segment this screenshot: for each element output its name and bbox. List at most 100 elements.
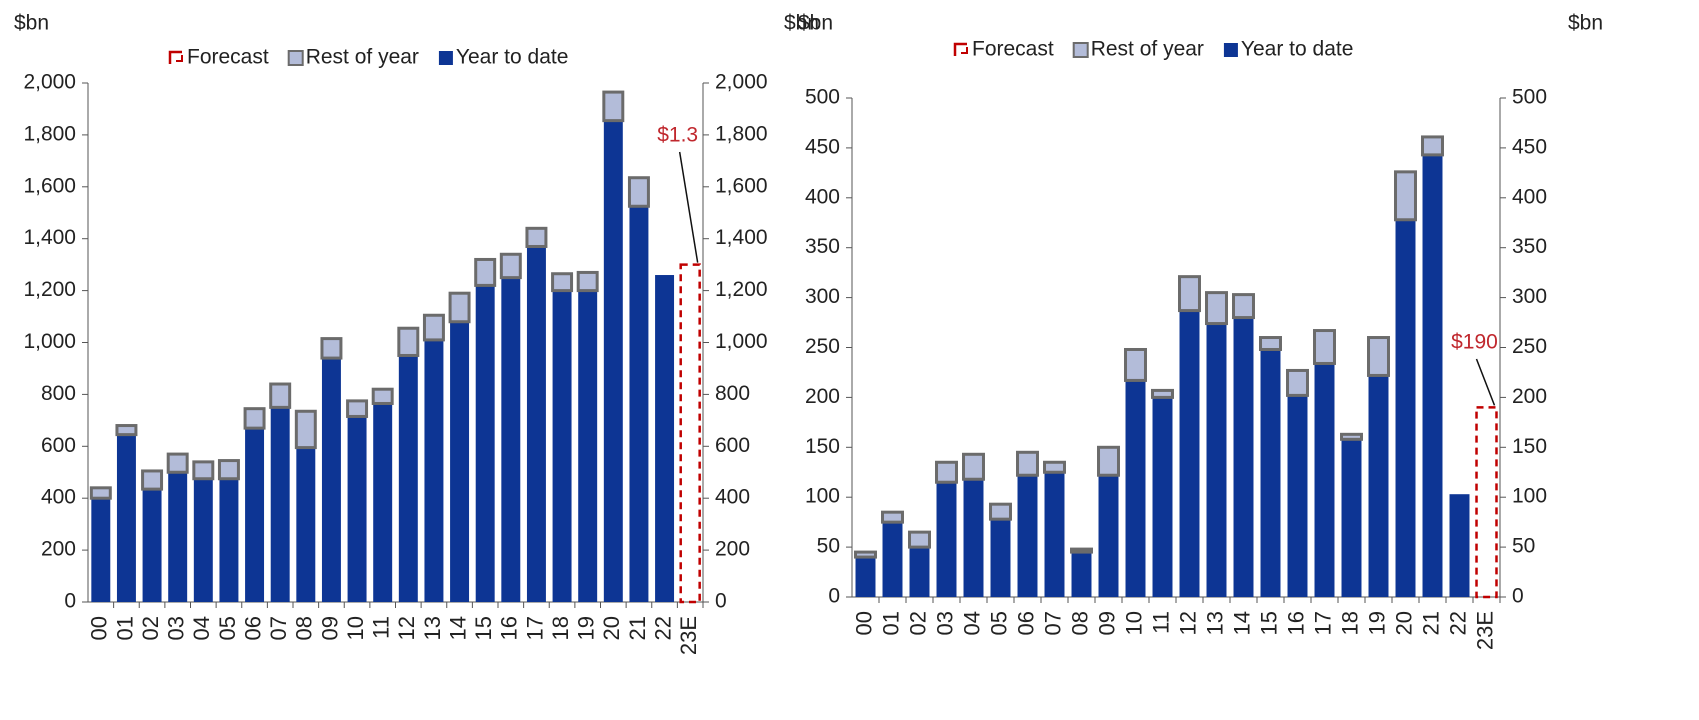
bar bbox=[89, 486, 112, 500]
bar bbox=[193, 478, 213, 602]
bar bbox=[1124, 347, 1147, 382]
x-tick-label: 03 bbox=[932, 611, 957, 635]
y2-tick-label: 200 bbox=[715, 538, 750, 561]
y2-tick-label: 150 bbox=[1512, 435, 1547, 458]
bar bbox=[936, 482, 957, 597]
bar bbox=[371, 387, 394, 405]
x-tick-label: 21 bbox=[1418, 611, 1443, 635]
bar bbox=[499, 252, 522, 280]
bar bbox=[141, 469, 164, 491]
bar bbox=[217, 459, 240, 481]
x-tick-label: 22 bbox=[650, 616, 675, 640]
annotation: $1.3 bbox=[657, 124, 698, 147]
annotation: $190 bbox=[1451, 331, 1498, 354]
y2-axis-label: $bn bbox=[1568, 12, 1603, 35]
bar bbox=[629, 206, 649, 602]
x-tick-label: 02 bbox=[905, 611, 930, 635]
bar bbox=[1070, 547, 1093, 554]
bar bbox=[166, 452, 189, 474]
bar bbox=[1287, 395, 1308, 597]
y2-tick-label: 100 bbox=[1512, 485, 1547, 508]
bar bbox=[243, 407, 266, 430]
y2-tick-label: 1,200 bbox=[715, 278, 768, 301]
annotation-line bbox=[678, 151, 699, 263]
y2-tick-label: 400 bbox=[715, 486, 750, 509]
x-tick-label: 00 bbox=[851, 611, 876, 635]
bar bbox=[450, 321, 470, 602]
bar bbox=[854, 550, 877, 559]
x-tick-label: 17 bbox=[522, 616, 547, 640]
bar bbox=[855, 557, 876, 597]
x-tick-label: 22 bbox=[1445, 611, 1470, 635]
bar bbox=[602, 90, 625, 123]
bar bbox=[962, 452, 985, 481]
bar bbox=[1205, 291, 1228, 326]
bar bbox=[1260, 349, 1281, 597]
y-tick-label: 0 bbox=[64, 590, 76, 613]
bar bbox=[908, 530, 931, 549]
y-tick-label: 600 bbox=[41, 434, 76, 457]
x-tick-label: 12 bbox=[394, 616, 419, 640]
bar bbox=[1017, 475, 1038, 597]
x-tick-label: 20 bbox=[599, 616, 624, 640]
x-tick-label: 03 bbox=[164, 616, 189, 640]
bar bbox=[296, 447, 316, 602]
legend-swatch bbox=[168, 50, 182, 64]
y-tick-label: 800 bbox=[41, 382, 76, 405]
bar bbox=[168, 472, 188, 602]
bar bbox=[1178, 275, 1201, 313]
bar bbox=[1340, 432, 1363, 441]
bar bbox=[347, 416, 367, 602]
y-axis-label: $bn bbox=[14, 12, 49, 35]
y-tick-label: 500 bbox=[805, 86, 840, 109]
x-tick-label: 12 bbox=[1175, 611, 1200, 635]
x-tick-label: 07 bbox=[1040, 611, 1065, 635]
bar bbox=[655, 275, 675, 602]
bar bbox=[551, 272, 574, 293]
y2-axis-label: $bn bbox=[784, 12, 819, 35]
x-tick-label: 06 bbox=[1013, 611, 1038, 635]
bar bbox=[1395, 219, 1416, 598]
bar bbox=[1152, 397, 1173, 597]
x-tick-label: 23E bbox=[676, 616, 701, 655]
x-tick-label: 04 bbox=[959, 611, 984, 635]
x-tick-label: 19 bbox=[574, 616, 599, 640]
bar bbox=[116, 434, 136, 602]
x-tick-label: 08 bbox=[1067, 611, 1092, 635]
legend-swatch bbox=[953, 42, 967, 56]
bar bbox=[1367, 336, 1390, 377]
y2-tick-label: 0 bbox=[715, 590, 727, 613]
y2-tick-label: 500 bbox=[1512, 86, 1547, 109]
bar bbox=[1422, 154, 1443, 598]
x-tick-label: 09 bbox=[1094, 611, 1119, 635]
bar bbox=[142, 489, 162, 602]
bar bbox=[1286, 368, 1309, 397]
bar bbox=[1313, 329, 1336, 365]
forecast-bar bbox=[1475, 406, 1498, 599]
legend-swatch bbox=[438, 51, 453, 65]
bar bbox=[219, 478, 239, 602]
y-tick-label: 1,400 bbox=[23, 226, 76, 249]
bar bbox=[909, 547, 930, 597]
legend-swatch bbox=[961, 47, 968, 54]
bar bbox=[526, 246, 546, 603]
bar bbox=[1314, 363, 1335, 597]
y-tick-label: 250 bbox=[805, 335, 840, 358]
y-tick-label: 200 bbox=[41, 538, 76, 561]
y-tick-label: 1,200 bbox=[23, 278, 76, 301]
bar bbox=[1044, 472, 1065, 597]
x-tick-label: 01 bbox=[112, 616, 137, 640]
x-tick-label: 16 bbox=[497, 616, 522, 640]
bar bbox=[501, 277, 521, 602]
x-tick-label: 05 bbox=[986, 611, 1011, 635]
bar bbox=[269, 382, 292, 409]
legend-swatch bbox=[287, 50, 304, 66]
y-tick-label: 350 bbox=[805, 235, 840, 258]
x-tick-label: 09 bbox=[317, 616, 342, 640]
legend-swatch bbox=[1223, 43, 1238, 57]
x-tick-label: 18 bbox=[1337, 611, 1362, 635]
y2-tick-label: 250 bbox=[1512, 335, 1547, 358]
y-tick-label: 1,800 bbox=[23, 122, 76, 145]
bar bbox=[91, 498, 111, 602]
